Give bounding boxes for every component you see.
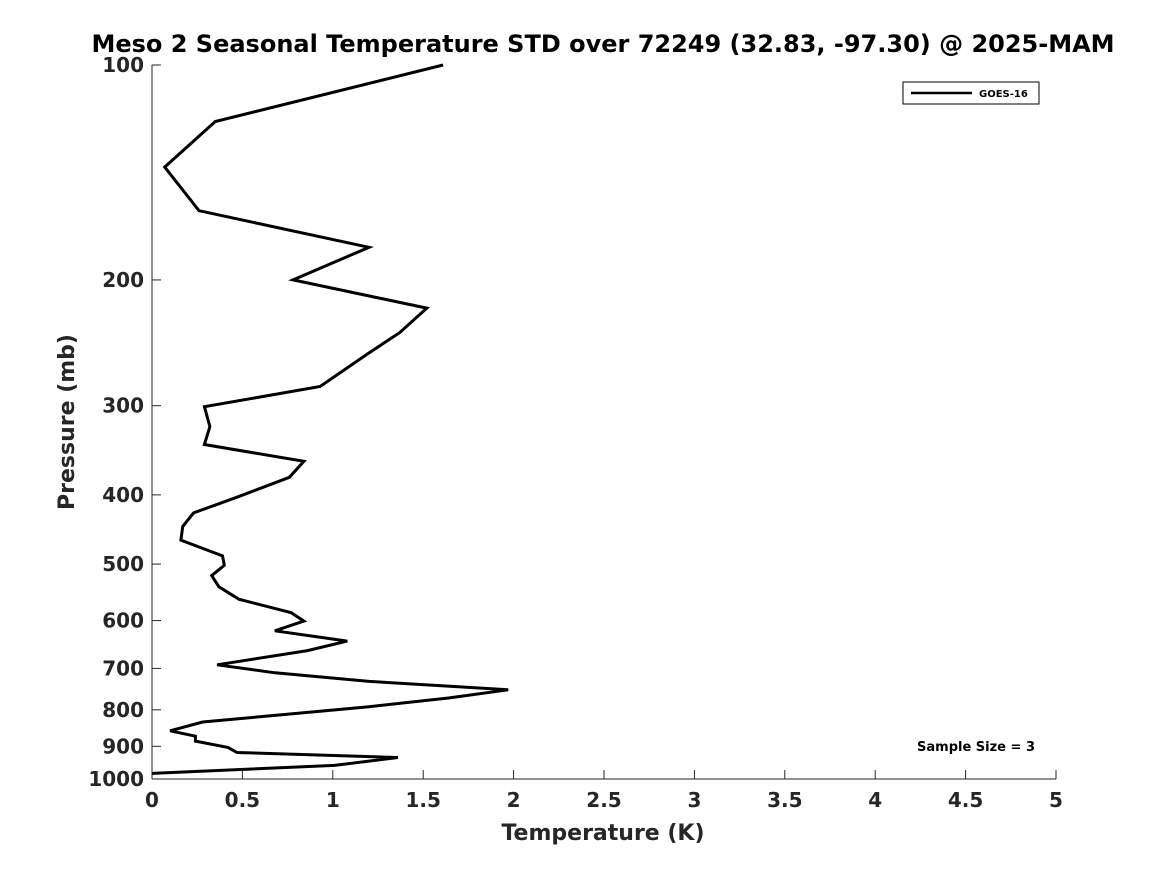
legend-label-goes-16: GOES-16 [979, 89, 1028, 100]
x-tick-label: 5 [1049, 788, 1063, 812]
series-line-goes-16 [151, 63, 509, 775]
y-axis-label: Pressure (mb) [55, 334, 80, 510]
y-tick-label: 900 [102, 734, 144, 758]
x-tick-label: 4 [868, 788, 882, 812]
y-tick-label: 1000 [88, 767, 144, 791]
y-tick-label: 700 [102, 656, 144, 680]
x-tick-label: 2 [507, 788, 521, 812]
legend: GOES-16 [902, 81, 1040, 105]
y-tick-label: 400 [102, 483, 144, 507]
x-tick-label: 1 [326, 788, 340, 812]
y-tick-label: 300 [102, 394, 144, 418]
y-tick-label: 800 [102, 698, 144, 722]
x-tick-label: 4.5 [948, 788, 983, 812]
series-layer [151, 63, 509, 775]
x-tick-label: 1.5 [405, 788, 440, 812]
y-tick-label: 600 [102, 609, 144, 633]
x-tick-label: 3.5 [767, 788, 802, 812]
sample-size-annotation: Sample Size = 3 [917, 740, 1035, 755]
x-axis-label: Temperature (K) [501, 821, 704, 846]
x-tick-label: 3 [687, 788, 701, 812]
x-tick-label: 0.5 [225, 788, 260, 812]
axis-ticks: 0 0.5 1 1.5 2 2.5 3 3.5 4 4.5 5 100 200 300 400 500 600 7… [88, 53, 1063, 812]
plot-area [151, 65, 1056, 780]
chart-title: Meso 2 Seasonal Temperature STD over 722… [91, 30, 1114, 58]
y-tick-label: 100 [102, 53, 144, 77]
y-tick-label: 200 [102, 268, 144, 292]
x-tick-label: 2.5 [586, 788, 621, 812]
x-tick-label: 0 [145, 788, 159, 812]
y-tick-label: 500 [102, 552, 144, 576]
